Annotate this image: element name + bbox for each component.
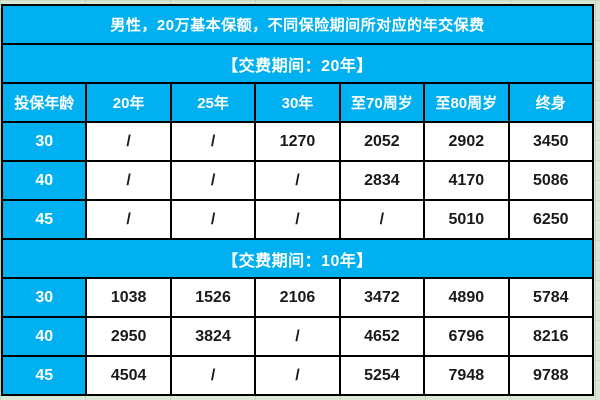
data-cell: 3450	[507, 121, 595, 162]
data-cell: /	[254, 355, 341, 396]
data-cell: 6250	[507, 199, 595, 240]
section-header-20yr: 【交费期间：20年】	[1, 43, 594, 84]
section-header-row: 【交费期间：20年】	[1, 43, 594, 84]
table-row: 45 / / / / 5010 6250	[0, 199, 595, 240]
age-cell: 40	[0, 160, 88, 201]
data-cell: /	[254, 316, 341, 357]
data-cell: 2902	[423, 121, 510, 162]
data-cell: 2950	[85, 316, 172, 357]
table-row: 30 / / 1270 2052 2902 3450	[0, 121, 595, 162]
column-header-to80: 至80周岁	[423, 82, 510, 123]
section-header-10yr: 【交费期间：10年】	[1, 238, 594, 279]
data-cell: 4652	[338, 316, 426, 357]
column-header-20y: 20年	[85, 82, 172, 123]
table-row: 40 2950 3824 / 4652 6796 8216	[0, 316, 595, 357]
table-title: 男性，20万基本保额，不同保险期间所对应的年交保费	[1, 4, 594, 45]
column-header-age: 投保年龄	[0, 82, 88, 123]
data-cell: 5010	[423, 199, 510, 240]
column-header-row: 投保年龄 20年 25年 30年 至70周岁 至80周岁 终身	[0, 82, 595, 123]
table-row: 30 1038 1526 2106 3472 4890 5784	[0, 277, 595, 318]
data-cell: 1526	[169, 277, 257, 318]
data-cell: /	[169, 355, 257, 396]
data-cell: 4504	[85, 355, 172, 396]
data-cell: 5254	[338, 355, 426, 396]
data-cell: 9788	[507, 355, 595, 396]
data-cell: /	[169, 160, 257, 201]
column-header-to70: 至70周岁	[338, 82, 426, 123]
data-cell: 3472	[338, 277, 426, 318]
data-cell: 4890	[423, 277, 510, 318]
column-header-25y: 25年	[169, 82, 257, 123]
data-cell: /	[85, 160, 172, 201]
data-cell: 1270	[254, 121, 341, 162]
data-cell: 6796	[423, 316, 510, 357]
data-cell: /	[338, 199, 426, 240]
data-cell: /	[85, 199, 172, 240]
data-cell: 4170	[423, 160, 510, 201]
data-cell: /	[254, 199, 341, 240]
data-cell: 3824	[169, 316, 257, 357]
data-cell: 2052	[338, 121, 426, 162]
data-cell: 1038	[85, 277, 172, 318]
table-row: 40 / / / 2834 4170 5086	[0, 160, 595, 201]
title-row: 男性，20万基本保额，不同保险期间所对应的年交保费	[1, 4, 594, 45]
data-cell: 2106	[254, 277, 341, 318]
table-row: 45 4504 / / 5254 7948 9788	[0, 355, 595, 396]
data-cell: 5784	[507, 277, 595, 318]
data-cell: /	[254, 160, 341, 201]
age-cell: 30	[0, 277, 88, 318]
data-cell: /	[169, 121, 257, 162]
column-header-30y: 30年	[254, 82, 341, 123]
data-cell: 2834	[338, 160, 426, 201]
data-cell: /	[169, 199, 257, 240]
data-cell: 5086	[507, 160, 595, 201]
data-cell: /	[85, 121, 172, 162]
column-header-life: 终身	[507, 82, 595, 123]
age-cell: 40	[0, 316, 88, 357]
section-header-row: 【交费期间：10年】	[1, 238, 594, 279]
data-cell: 8216	[507, 316, 595, 357]
age-cell: 45	[0, 199, 88, 240]
data-cell: 7948	[423, 355, 510, 396]
age-cell: 45	[0, 355, 88, 396]
age-cell: 30	[0, 121, 88, 162]
premium-table: 男性，20万基本保额，不同保险期间所对应的年交保费 【交费期间：20年】 投保年…	[0, 4, 595, 396]
